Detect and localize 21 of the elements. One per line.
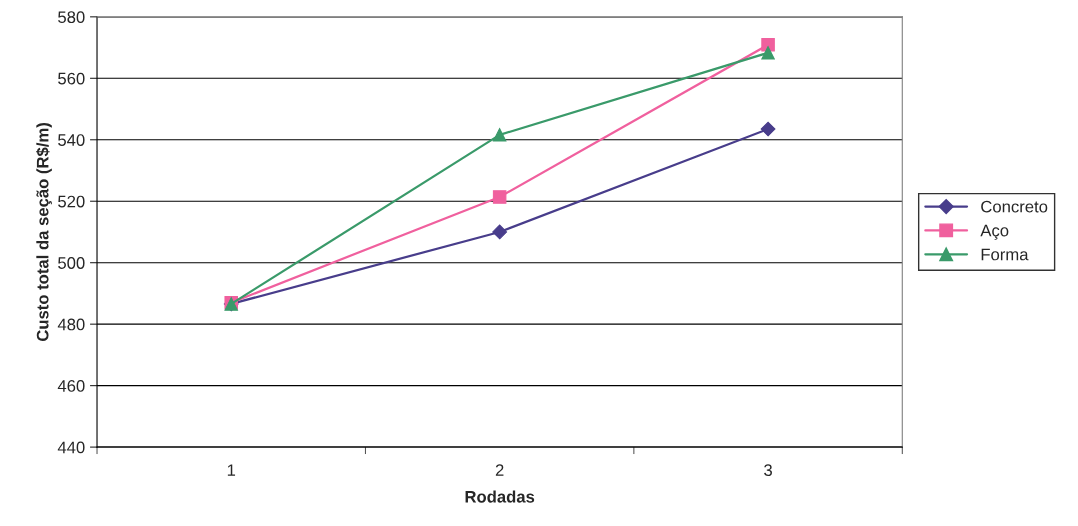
point <box>760 121 776 137</box>
x-tick-label: 3 <box>764 464 772 477</box>
y-tick-label: 500 <box>58 257 85 269</box>
x-tick-label: 2 <box>495 464 504 476</box>
y-tick-label: 440 <box>57 441 85 454</box>
y-tick-label: 480 <box>57 318 85 331</box>
y-tick-label: 460 <box>57 380 85 392</box>
point <box>761 46 775 60</box>
point <box>492 190 507 204</box>
y-axis-title: Custo total da seção (R$/m) <box>36 123 52 342</box>
point <box>492 128 507 142</box>
y-tick-label: 560 <box>58 72 85 85</box>
y-tick-label: 520 <box>58 195 85 208</box>
legend-label: Aço <box>980 224 1009 240</box>
y-tick-label: 540 <box>58 134 85 146</box>
legend-label: Concreto <box>981 200 1048 213</box>
legend-label: Forma <box>981 248 1029 261</box>
x-axis-title: Rodadas <box>465 490 535 503</box>
y-tick-label: 580 <box>58 11 85 24</box>
point <box>492 224 508 240</box>
x-tick-label: 1 <box>227 464 236 476</box>
